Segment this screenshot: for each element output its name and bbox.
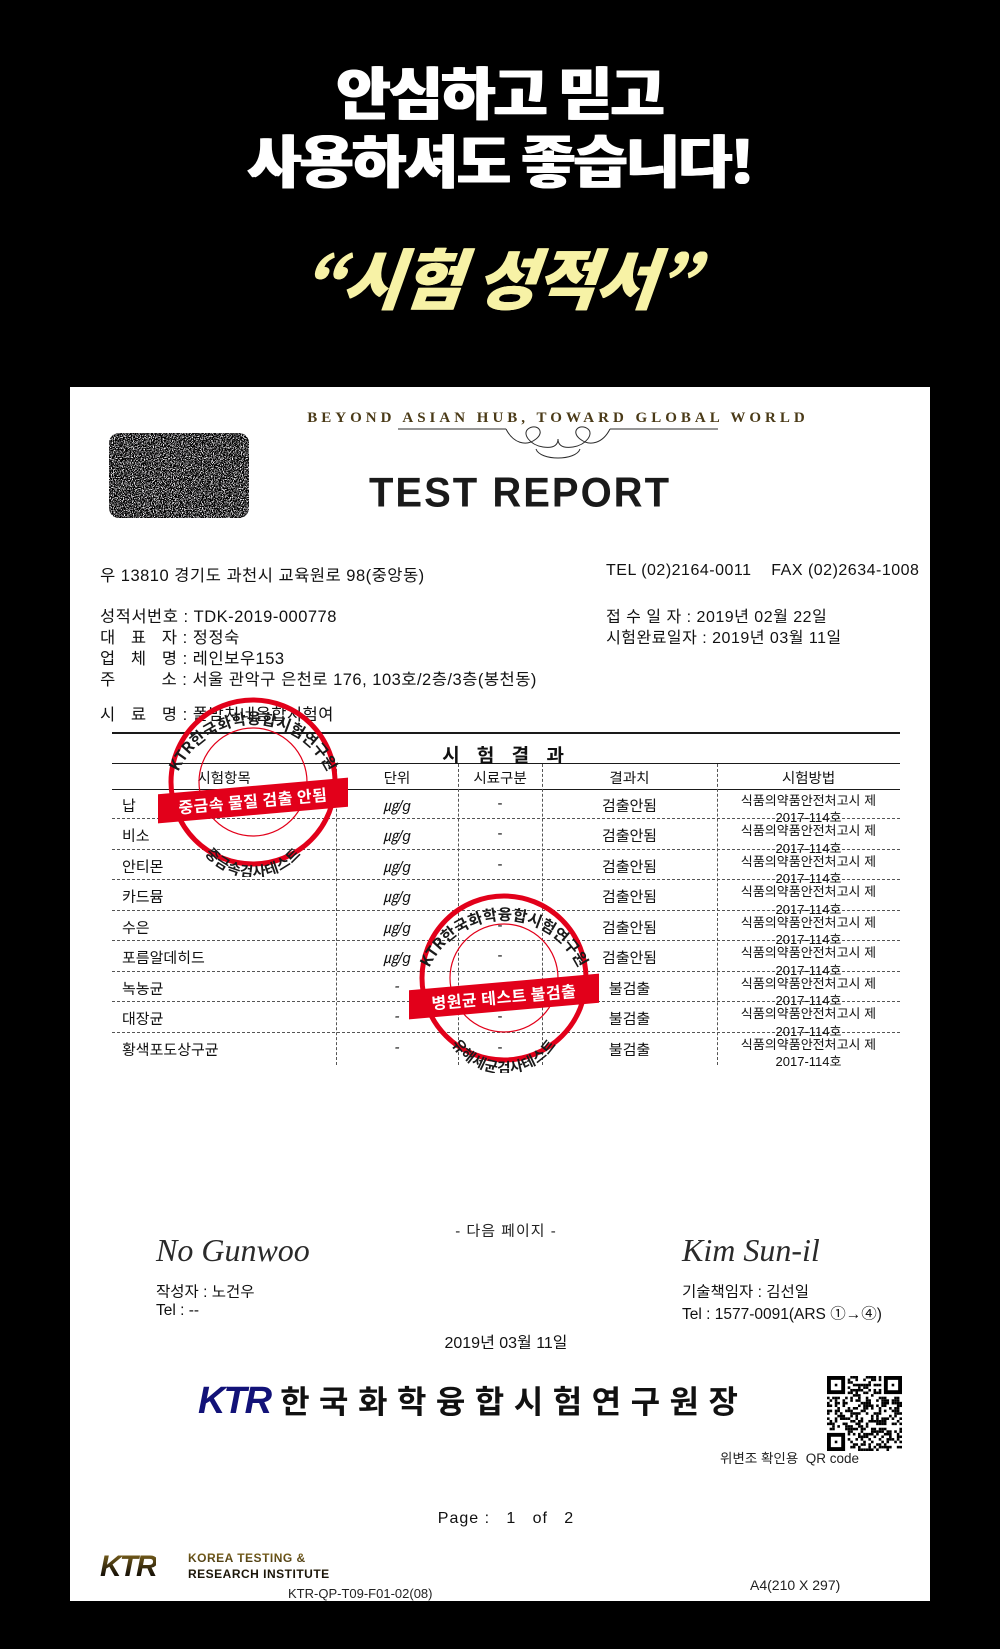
svg-text:KTR한국화학융합시험연구원: KTR한국화학융합시험연구원	[414, 903, 594, 970]
svg-text:KTR한국화학융합시험연구원: KTR한국화학융합시험연구원	[163, 707, 343, 774]
svg-text:유해세균검사테스트: 유해세균검사테스트	[447, 1034, 560, 1073]
svg-text:중금속검사테스트: 중금속검사테스트	[201, 843, 305, 877]
